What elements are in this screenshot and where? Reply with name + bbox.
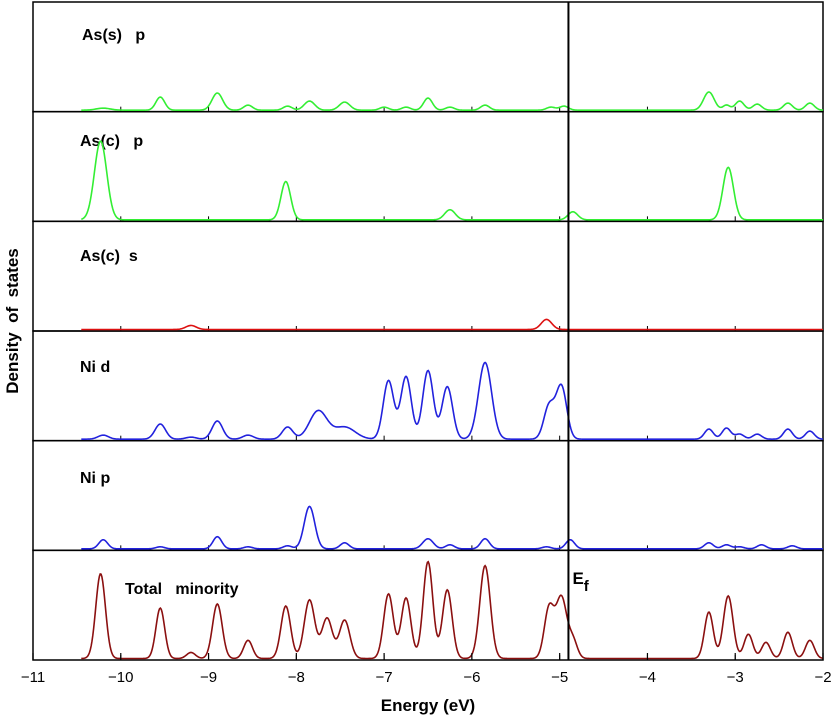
x-tick-label: −3 bbox=[727, 669, 744, 686]
panel-label-total-minority: Total minority bbox=[125, 581, 239, 598]
panels-layer: As(s) p As(c) p As(c) s Ni d Ni p Total minor… bbox=[32, 1, 824, 661]
curve-ni-p bbox=[81, 505, 823, 550]
x-tick-label: −5 bbox=[551, 669, 568, 686]
x-tick-label: −4 bbox=[639, 669, 656, 686]
curve-total-minority bbox=[81, 560, 824, 660]
x-tick-label: −11 bbox=[21, 669, 45, 686]
panel-label-as-c-s: As(c) s bbox=[80, 248, 138, 265]
panel-label-as-s-p: As(s) p bbox=[82, 27, 145, 44]
panel-frame-as-s-p bbox=[32, 1, 824, 113]
panel-frame-total-minority bbox=[32, 549, 824, 661]
x-axis-title: Energy (eV) bbox=[381, 696, 475, 715]
panel-frame-as-c-p bbox=[32, 110, 824, 223]
curve-as-c-p bbox=[81, 140, 823, 221]
curve-as-c-s bbox=[81, 318, 823, 331]
panel-frame-ni-d bbox=[32, 330, 824, 442]
x-tick-label: −2 bbox=[814, 669, 831, 686]
curve-ni-d bbox=[81, 361, 824, 440]
x-tick-label: −8 bbox=[288, 669, 305, 686]
panel-label-ni-p: Ni p bbox=[80, 470, 110, 487]
curve-as-s-p bbox=[81, 91, 824, 111]
panel-frame-ni-p bbox=[32, 439, 824, 552]
panel-label-ni-d: Ni d bbox=[80, 359, 110, 376]
x-tick-label: −6 bbox=[463, 669, 480, 686]
x-axis: −11 −10 −9 −8 −7 −6 −5 −4 −3 −2 bbox=[21, 653, 831, 686]
x-tick-label: −7 bbox=[376, 669, 393, 686]
y-axis-title: Density of states bbox=[3, 248, 22, 394]
panel-frame-as-c-s bbox=[32, 220, 824, 332]
fermi-level-label: Ef bbox=[572, 569, 589, 595]
curves-layer bbox=[81, 91, 824, 660]
panel-label-as-c-p: As(c) p bbox=[80, 133, 143, 150]
fermi-label-main: E bbox=[572, 569, 583, 588]
x-tick-label: −9 bbox=[200, 669, 217, 686]
x-tick-label: −10 bbox=[108, 669, 133, 686]
fermi-label-subscript: f bbox=[584, 578, 590, 595]
